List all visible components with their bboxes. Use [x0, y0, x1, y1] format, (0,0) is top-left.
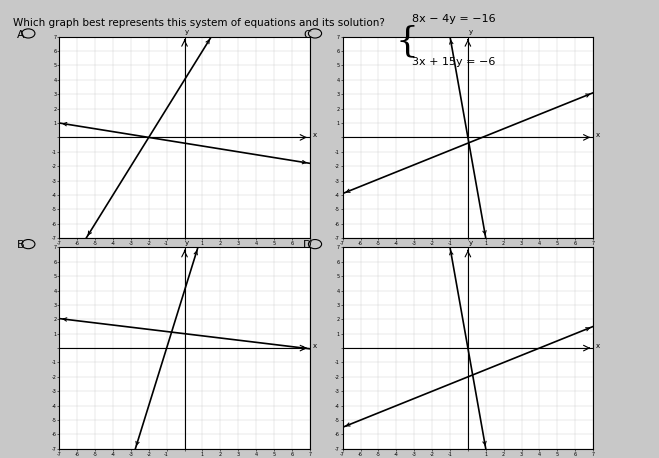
Text: x: x — [312, 132, 316, 138]
Text: A: A — [16, 30, 24, 40]
Text: B: B — [16, 240, 24, 251]
Text: y: y — [469, 29, 473, 35]
Text: C: C — [303, 30, 311, 40]
Text: 3x + 15y = −6: 3x + 15y = −6 — [412, 57, 496, 67]
Text: x: x — [312, 343, 316, 349]
Text: D: D — [303, 240, 312, 251]
Text: 8x − 4y = −16: 8x − 4y = −16 — [412, 14, 496, 24]
Text: Which graph best represents this system of equations and its solution?: Which graph best represents this system … — [13, 18, 385, 28]
Text: {: { — [395, 24, 418, 58]
Text: y: y — [469, 240, 473, 246]
Text: x: x — [596, 343, 600, 349]
Text: x: x — [596, 132, 600, 138]
Text: y: y — [185, 240, 189, 246]
Text: y: y — [185, 29, 189, 35]
